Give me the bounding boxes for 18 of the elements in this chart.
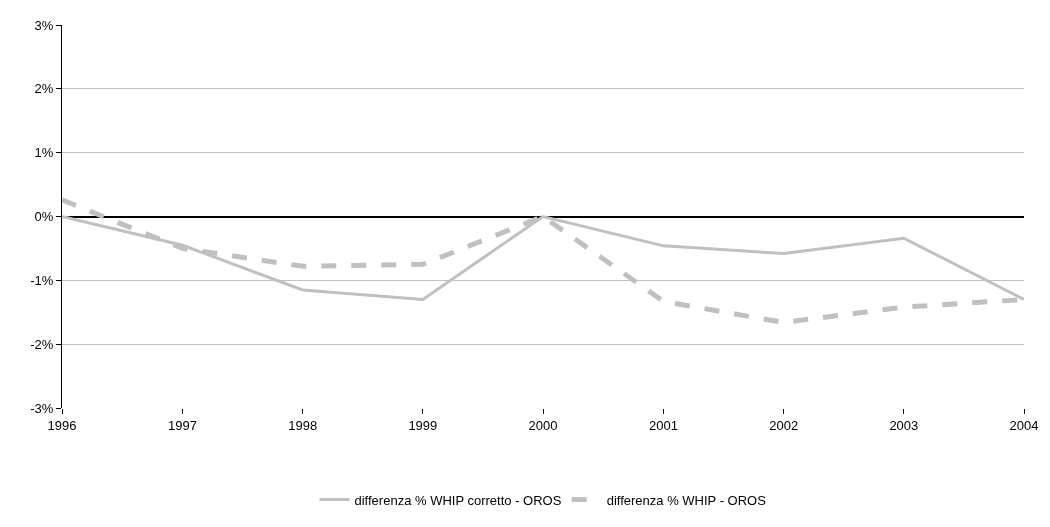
y-tick-label: 1% — [34, 145, 54, 161]
x-tick-label: 1997 — [168, 417, 197, 433]
y-tick-label: 2% — [34, 81, 54, 97]
x-tick-label: 2000 — [528, 417, 558, 433]
legend-label: differenza % WHIP corretto - OROS — [354, 492, 562, 508]
x-tick-label: 1999 — [408, 417, 438, 433]
y-tick-label: -2% — [30, 336, 54, 352]
x-tick-label: 2003 — [889, 417, 919, 433]
x-tick-label: 1996 — [47, 417, 77, 433]
x-tick-label: 2004 — [1009, 417, 1039, 433]
y-tick-label: 0% — [34, 209, 54, 225]
y-tick-label: -1% — [30, 272, 54, 288]
x-tick-label: 1998 — [288, 417, 318, 433]
y-tick-label: 3% — [34, 17, 54, 33]
y-tick-label: -3% — [30, 400, 54, 416]
x-tick-label: 2002 — [769, 417, 799, 433]
x-tick-label: 2001 — [649, 417, 678, 433]
legend-label: differenza % WHIP - OROS — [606, 492, 767, 508]
